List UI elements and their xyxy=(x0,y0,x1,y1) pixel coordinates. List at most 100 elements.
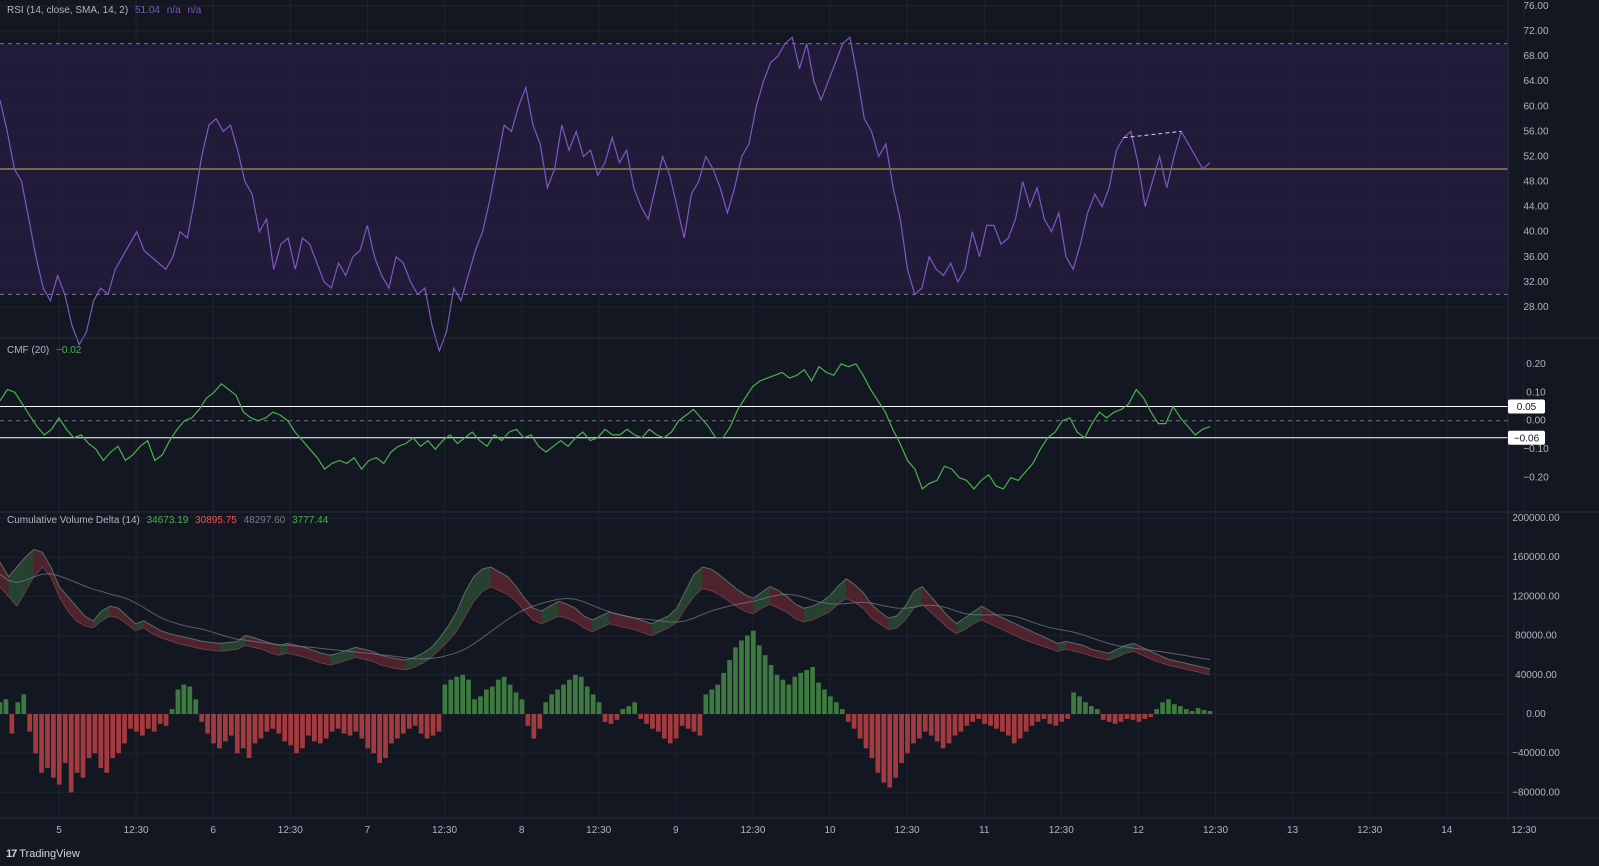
cvd-axis-label: −80000.00 xyxy=(1512,787,1560,798)
cmf-line xyxy=(0,363,1211,490)
time-axis-label: 12 xyxy=(1133,825,1145,836)
cvd-histogram-bar xyxy=(424,714,430,739)
cvd-histogram-bar xyxy=(3,699,9,714)
cvd-ribbon-segment xyxy=(736,588,745,612)
cvd-histogram-bar xyxy=(988,714,993,726)
cvd-ribbon-segment xyxy=(211,642,220,652)
cvd-histogram-bar xyxy=(74,714,80,773)
cvd-histogram-bar xyxy=(578,676,584,714)
cvd-histogram-bar xyxy=(187,686,193,714)
cvd-ribbon-segment xyxy=(880,612,889,630)
cvd-histogram-bar xyxy=(323,714,329,739)
cvd-histogram-bar xyxy=(365,714,371,749)
cvd-histogram-bar xyxy=(98,714,104,768)
cvd-ribbon-segment xyxy=(380,655,390,667)
cvd-ribbon-segment xyxy=(50,567,60,597)
cvd-histogram-bar xyxy=(104,714,110,773)
cvd-ribbon-segment xyxy=(304,647,314,661)
cvd-panel[interactable] xyxy=(0,548,1213,793)
cvd-ribbon-segment xyxy=(643,620,652,636)
cvd-ribbon-segment xyxy=(1100,651,1109,661)
cvd-ribbon-segment xyxy=(998,616,1007,632)
cvd-ribbon-segment xyxy=(406,657,415,670)
rsi-axis-label: 40.00 xyxy=(1523,227,1548,238)
price-axis[interactable]: 76.00 72.00 68.00 64.00 60.00 56.00 52.00 48.00… xyxy=(1508,1,1560,798)
cvd-upper-line xyxy=(0,548,1211,670)
cmf-legend[interactable]: CMF (20) −0.02 xyxy=(7,345,85,356)
cvd-ribbon-segment xyxy=(710,568,720,595)
cvd-histogram-bar xyxy=(1118,714,1124,722)
cvd-histogram-bar xyxy=(412,714,418,726)
tradingview-logo[interactable]: 17 TradingView xyxy=(6,848,80,860)
cvd-ribbon-segment xyxy=(67,596,77,621)
cvd-ribbon-segment xyxy=(795,604,804,622)
time-axis[interactable]: 5 12:30 6 12:30 7 12:30 8 12:30 9 12:30 10 12:30 11 1… xyxy=(56,825,1537,836)
cvd-histogram-bar xyxy=(15,702,21,714)
rsi-axis-label: 64.00 xyxy=(1523,76,1548,87)
cvd-histogram-bar xyxy=(312,714,317,742)
cvd-ribbon-segment xyxy=(270,643,280,656)
rsi-legend[interactable]: RSI (14, close, SMA, 14, 2) 51.04 n/a n/… xyxy=(7,5,205,16)
cvd-histogram-bar xyxy=(134,714,139,732)
time-axis-label: 12:30 xyxy=(432,825,457,836)
cvd-ribbon-segment xyxy=(93,611,102,628)
cvd-ribbon-segment xyxy=(177,635,187,646)
cvd-histogram-bar xyxy=(596,702,602,714)
cvd-histogram-bar xyxy=(1148,714,1154,717)
cvd-histogram-bar xyxy=(442,684,448,714)
cvd-histogram-bar xyxy=(341,714,347,734)
cvd-histogram-bar xyxy=(430,714,436,736)
cvd-ribbon-segment xyxy=(939,606,948,628)
cvd-ribbon-segment xyxy=(541,606,550,624)
cvd-histogram-bar xyxy=(151,714,157,732)
cvd-histogram-bar xyxy=(745,635,750,714)
cvd-ribbon-segment xyxy=(245,635,254,648)
cvd-histogram-bar xyxy=(205,714,210,734)
cvd-axis-label: 120000.00 xyxy=(1512,591,1560,602)
cvd-histogram-bar xyxy=(626,706,632,714)
cvd-histogram-bar xyxy=(620,709,626,714)
cvd-ribbon-segment xyxy=(1091,649,1100,659)
cvd-ribbon-segment xyxy=(905,591,914,620)
cvd-ribbon-segment xyxy=(355,647,364,660)
cvd-histogram-bar xyxy=(1053,714,1059,726)
cvd-histogram-bar xyxy=(982,714,987,724)
cvd-axis-label: −40000.00 xyxy=(1512,748,1560,759)
cvd-histogram-bar xyxy=(175,689,181,714)
rsi-axis-label: 48.00 xyxy=(1523,177,1548,188)
rsi-panel[interactable] xyxy=(0,36,1508,353)
cmf-panel[interactable] xyxy=(0,363,1508,490)
cvd-ribbon-segment xyxy=(1057,641,1067,652)
cvd-histogram-bar xyxy=(1035,714,1041,722)
cvd-histogram-bar xyxy=(721,672,726,714)
cvd-legend[interactable]: Cumulative Volume Delta (14) 34673.19 30… xyxy=(7,515,332,526)
time-axis-label: 12:30 xyxy=(895,825,920,836)
cvd-legend-v3: 48297.60 xyxy=(243,515,286,526)
cvd-histogram-bar xyxy=(584,686,590,714)
cvd-histogram-bar xyxy=(727,660,732,714)
cvd-histogram-bar xyxy=(62,714,68,763)
cvd-legend-v4: 3777.44 xyxy=(292,515,329,526)
cvd-ribbon-segment xyxy=(863,592,872,618)
cvd-histogram-bar xyxy=(86,714,92,759)
cvd-ribbon-segment xyxy=(110,606,119,618)
cvd-ribbon-segment xyxy=(1015,623,1024,640)
time-axis-label: 12:30 xyxy=(586,825,611,836)
time-axis-label: 11 xyxy=(979,825,990,836)
cvd-histogram-bar xyxy=(911,714,916,744)
cvd-ribbon-segment xyxy=(583,616,593,632)
rsi-legend-name: RSI (14, close, SMA, 14, 2) xyxy=(7,5,129,16)
cvd-histogram-bar xyxy=(294,714,299,754)
cvd-histogram-bar xyxy=(353,714,359,732)
time-axis-label: 6 xyxy=(210,825,216,836)
cvd-ribbon-segment xyxy=(330,653,339,665)
cvd-histogram-bar xyxy=(851,714,857,729)
cvd-legend-v2: 30895.75 xyxy=(195,515,237,526)
cmf-axis-label: −0.20 xyxy=(1523,473,1549,484)
cvd-histogram-bar xyxy=(525,714,531,726)
cvd-ribbon-segment xyxy=(490,567,500,591)
cvd-histogram-bar xyxy=(347,714,353,736)
cvd-histogram-bar xyxy=(51,714,56,778)
cvd-histogram-bar xyxy=(21,694,27,714)
